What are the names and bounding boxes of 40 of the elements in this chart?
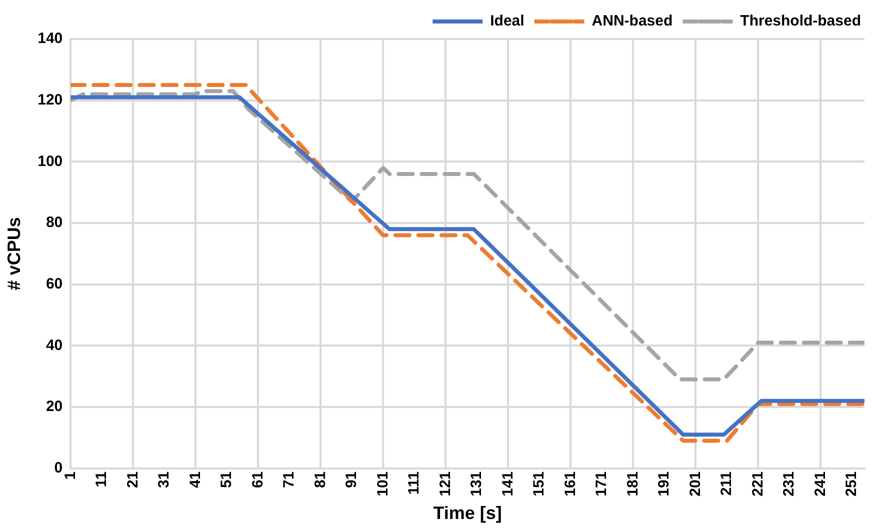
x-tick-label: 151 xyxy=(530,471,548,496)
x-tick-label: 131 xyxy=(468,471,486,496)
y-tick-label: 120 xyxy=(38,91,63,108)
y-tick-label: 20 xyxy=(46,398,63,416)
x-tick-label: 91 xyxy=(343,471,360,488)
x-tick-label: 231 xyxy=(780,471,798,496)
x-tick-label: 21 xyxy=(124,471,142,488)
x-tick-label: 141 xyxy=(499,471,516,496)
y-tick-label: 140 xyxy=(38,30,63,48)
x-tick-label: 161 xyxy=(562,471,579,496)
y-tick-label: 40 xyxy=(46,336,63,354)
x-tick-label: 211 xyxy=(718,471,736,496)
line-series xyxy=(70,89,864,382)
x-tick-label: 31 xyxy=(156,471,173,488)
y-tick-label: 100 xyxy=(38,152,63,170)
x-tick-label: 251 xyxy=(843,471,860,496)
x-tick-label: 41 xyxy=(186,471,204,488)
x-tick-label: 71 xyxy=(280,471,298,488)
x-tick-label: 221 xyxy=(749,471,766,496)
y-tick-label: 0 xyxy=(54,460,63,477)
y-tick-label: 60 xyxy=(46,275,63,292)
x-tick-label: 241 xyxy=(812,471,829,496)
legend-label: Ideal xyxy=(490,12,524,30)
x-tick-label: 1 xyxy=(62,471,79,480)
x-tick-label: 11 xyxy=(93,471,110,488)
x-tick-label: 81 xyxy=(312,471,329,488)
x-tick-label: 191 xyxy=(656,471,673,496)
x-axis-title: Time [s] xyxy=(433,503,502,524)
x-tick-label: 121 xyxy=(436,471,454,496)
y-axis-title: # vCPUs xyxy=(4,217,24,290)
x-tick-label: 101 xyxy=(374,471,392,496)
x-tick-label: 61 xyxy=(249,471,266,488)
legend-label: ANN-based xyxy=(592,12,673,30)
x-tick-label: 111 xyxy=(406,471,423,495)
x-tick-label: 181 xyxy=(624,471,642,496)
x-tick-label: 171 xyxy=(593,471,610,496)
x-tick-label: 201 xyxy=(686,471,704,496)
legend-label: Threshold-based xyxy=(740,12,862,30)
x-tick-label: 51 xyxy=(218,471,236,488)
y-tick-label: 80 xyxy=(46,214,63,232)
